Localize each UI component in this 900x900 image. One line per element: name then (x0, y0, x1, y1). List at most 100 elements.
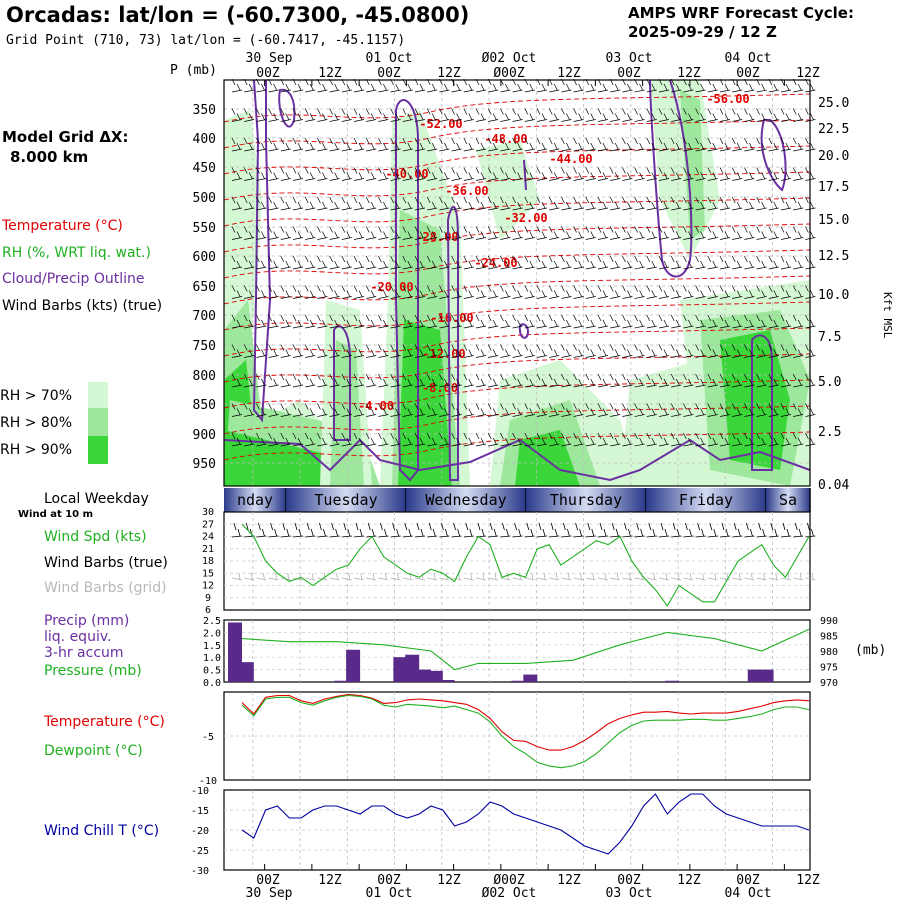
wind-barb (597, 403, 609, 417)
wind-barb (792, 226, 804, 240)
wind-barb (561, 196, 572, 211)
wind-barb (414, 196, 426, 211)
legend-wind-barbs-true: Wind Barbs (true) (44, 555, 168, 571)
wind-barb (341, 167, 352, 181)
wind-barb (536, 314, 548, 329)
wind-barb (573, 255, 584, 270)
wind-barb (231, 373, 243, 388)
wind-barb (280, 196, 291, 211)
wind-tick-label: 9 (205, 593, 211, 604)
wind-barb (646, 285, 657, 299)
precip-bar (417, 669, 431, 682)
wind-barb (780, 226, 792, 240)
cloud-outline (252, 79, 272, 423)
wind-barb (317, 226, 328, 240)
bottom-hour-label: 12Z (677, 873, 701, 888)
pressure-tick-label: 650 (193, 280, 216, 295)
wind-barb (304, 432, 316, 447)
weekday-name: Wednesday (425, 491, 506, 509)
station-name: Orcadas: (6, 3, 111, 27)
wind-barb (317, 432, 328, 447)
wind-barb (646, 108, 657, 122)
wind-barb (512, 403, 523, 417)
precip-bar (228, 622, 242, 682)
wind-barb (439, 344, 450, 358)
wind-barb (451, 167, 462, 181)
wind-tick-label: 27 (202, 519, 214, 530)
wind-barb (487, 226, 499, 240)
wind-barb (426, 196, 438, 211)
wind-barb (731, 167, 743, 181)
wind-barb (646, 432, 657, 447)
kft-tick-label: 15.0 (818, 213, 849, 228)
wind-barb (536, 373, 548, 388)
wind-barb-true (610, 522, 621, 538)
wind-barb (512, 167, 523, 181)
top-hour-label: Ø00Z (493, 66, 524, 81)
wind-barb (243, 432, 255, 447)
wind-barb (731, 432, 743, 447)
wind-barb-true (256, 522, 267, 538)
cloud-outline (223, 438, 811, 482)
wind-barb (561, 255, 572, 270)
wind-barb-true (549, 522, 560, 538)
cloud-outline (760, 119, 787, 192)
wind-barb (609, 255, 621, 270)
wind-barb (500, 314, 511, 329)
wind-barb (231, 285, 243, 299)
temp-tick-label: -10 (199, 776, 217, 787)
wind-barb (439, 196, 450, 211)
wind-barb (792, 403, 804, 417)
wind-barb (378, 285, 389, 299)
wind-barb (378, 108, 389, 122)
wind-barb (597, 196, 609, 211)
wind-barb (280, 285, 291, 299)
wind-barb (634, 285, 645, 299)
wind-barb (756, 196, 767, 211)
windchill-line (241, 793, 810, 855)
wind-barb-grid (305, 572, 316, 581)
wind-barb (451, 137, 462, 152)
wind-barb (439, 314, 450, 329)
wind-barb-grid (695, 572, 706, 581)
wind-barb (622, 373, 633, 388)
weekday-label: Local Weekday (44, 491, 149, 507)
wind-barb (256, 373, 267, 388)
wind-barb (524, 196, 535, 211)
wind-barb (280, 167, 291, 181)
wind-barb (634, 403, 645, 417)
wind-barb (353, 403, 365, 417)
wind-barb (439, 137, 450, 152)
wind-barb (304, 108, 316, 122)
wind-tick-label: 18 (202, 556, 214, 567)
wind-barb (390, 108, 401, 122)
wind-barb (304, 196, 316, 211)
bottom-date-label: 04 Oct (725, 886, 772, 900)
wind-barb-true (305, 522, 316, 538)
wind-barb (292, 226, 304, 240)
wind-barb (414, 432, 426, 447)
wind-barb (744, 432, 755, 447)
wind-barb (719, 196, 731, 211)
pressure-tick-label: 350 (193, 103, 216, 118)
cloud-outline (333, 325, 351, 441)
bottom-hour-label: 12Z (796, 873, 820, 888)
wind-barb (792, 314, 804, 329)
wind-barb (548, 285, 560, 299)
wind-barb (451, 226, 462, 240)
wind-barb (500, 108, 511, 122)
wind-barb (512, 108, 523, 122)
wind-barb (304, 344, 316, 358)
cloud-outline (751, 334, 773, 471)
wind-barb (536, 344, 548, 358)
wind-barb (292, 255, 304, 270)
wind-barb (780, 137, 792, 152)
wind-barb (475, 255, 487, 270)
wind-barb (365, 137, 377, 152)
wind-barb (317, 285, 328, 299)
wind-barb (719, 373, 731, 388)
wind-barb (317, 344, 328, 358)
wind-barb (365, 285, 377, 299)
wind-barb (731, 226, 743, 240)
wind-barb-true (451, 522, 462, 538)
